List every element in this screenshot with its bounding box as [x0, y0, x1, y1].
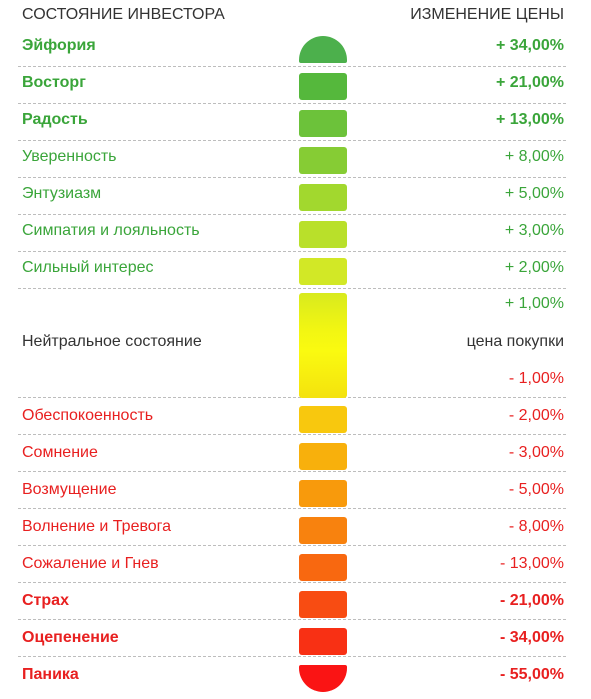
sentiment-bar: [299, 480, 347, 507]
state-label: Сильный интерес: [22, 259, 154, 276]
sentiment-bar: [299, 73, 347, 100]
scale-row: Уверенность + 8,00%: [18, 138, 566, 175]
scale-row: Возмущение - 5,00%: [18, 471, 566, 508]
row-divider: [18, 471, 566, 472]
state-label: Радость: [22, 111, 88, 128]
state-label: Сомнение: [22, 444, 98, 461]
price-change-value: + 34,00%: [495, 37, 564, 54]
neutral-state-label: Нейтральное состояние: [22, 333, 202, 350]
state-label: Уверенность: [22, 148, 117, 165]
state-label: Возмущение: [22, 481, 117, 498]
row-divider: [18, 103, 566, 104]
row-divider: [18, 656, 566, 657]
row-divider: [18, 177, 566, 178]
price-change-value: - 34,00%: [499, 629, 564, 646]
price-change-value: - 5,00%: [508, 481, 564, 498]
scale-row: Энтузиазм + 5,00%: [18, 175, 566, 212]
price-change-value: - 13,00%: [499, 555, 564, 572]
price-change-value: - 55,00%: [499, 666, 564, 683]
header-price-change: ИЗМЕНЕНИЕ ЦЕНЫ: [410, 6, 564, 23]
price-change-value: + 13,00%: [495, 111, 564, 128]
scale-row: Сильный интерес + 2,00%: [18, 249, 566, 286]
state-label: Страх: [22, 592, 69, 609]
price-change-value: + 2,00%: [504, 259, 564, 276]
row-divider: [18, 397, 566, 398]
sentiment-bar: [299, 628, 347, 655]
scale-row: Сомнение - 3,00%: [18, 434, 566, 471]
price-change-value: + 8,00%: [504, 148, 564, 165]
state-label: Эйфория: [22, 37, 96, 54]
scale-row: Радость + 13,00%: [18, 101, 566, 138]
scale-row: Обеспокоенность - 2,00%: [18, 397, 566, 434]
sentiment-bar: [299, 517, 347, 544]
state-label: Волнение и Тревога: [22, 518, 172, 535]
scale-row: Эйфория + 34,00%: [18, 27, 566, 64]
sentiment-bar: [299, 591, 347, 618]
price-change-value: - 3,00%: [508, 444, 564, 461]
sentiment-bar: [299, 147, 347, 174]
price-change-value: + 3,00%: [504, 222, 564, 239]
header-investor-state: СОСТОЯНИЕ ИНВЕСТОРА: [22, 6, 225, 23]
sentiment-bar: [299, 406, 347, 433]
state-label: Восторг: [22, 74, 86, 91]
sentiment-bar: [299, 258, 347, 285]
sentiment-bar: [299, 110, 347, 137]
row-divider: [18, 140, 566, 141]
scale-row: Восторг + 21,00%: [18, 64, 566, 101]
price-change-value: + 5,00%: [504, 185, 564, 202]
scale-row: Волнение и Тревога - 8,00%: [18, 508, 566, 545]
scale-row: Оцепенение - 34,00%: [18, 619, 566, 656]
price-change-value: - 21,00%: [499, 592, 564, 609]
state-label: Симпатия и лояльность: [22, 222, 200, 239]
row-divider: [18, 66, 566, 67]
price-change-value: + 21,00%: [495, 74, 564, 91]
row-divider: [18, 251, 566, 252]
sentiment-bar: [299, 443, 347, 470]
sentiment-bar: [299, 184, 347, 211]
scale-row: Страх - 21,00%: [18, 582, 566, 619]
state-label: Энтузиазм: [22, 185, 102, 202]
state-label: Паника: [22, 666, 79, 683]
row-divider: [18, 214, 566, 215]
row-divider: [18, 434, 566, 435]
scale-row: Сожаление и Гнев - 13,00%: [18, 545, 566, 582]
sentiment-bar: [299, 554, 347, 581]
neutral-gradient-bar: [299, 293, 347, 398]
neutral-value-below: - 1,00%: [508, 370, 564, 387]
sentiment-bar: [299, 221, 347, 248]
scale-row: Симпатия и лояльность + 3,00%: [18, 212, 566, 249]
row-divider: [18, 545, 566, 546]
state-label: Обеспокоенность: [22, 407, 154, 424]
row-divider: [18, 288, 566, 289]
row-divider: [18, 582, 566, 583]
state-label: Оцепенение: [22, 629, 119, 646]
row-divider: [18, 508, 566, 509]
row-divider: [18, 619, 566, 620]
state-label: Сожаление и Гнев: [22, 555, 159, 572]
price-change-value: - 2,00%: [508, 407, 564, 424]
price-change-value: - 8,00%: [508, 518, 564, 535]
neutral-value-above: + 1,00%: [504, 295, 564, 312]
scale-row: Паника - 55,00%: [18, 656, 566, 693]
neutral-value-mid: цена покупки: [466, 333, 564, 350]
